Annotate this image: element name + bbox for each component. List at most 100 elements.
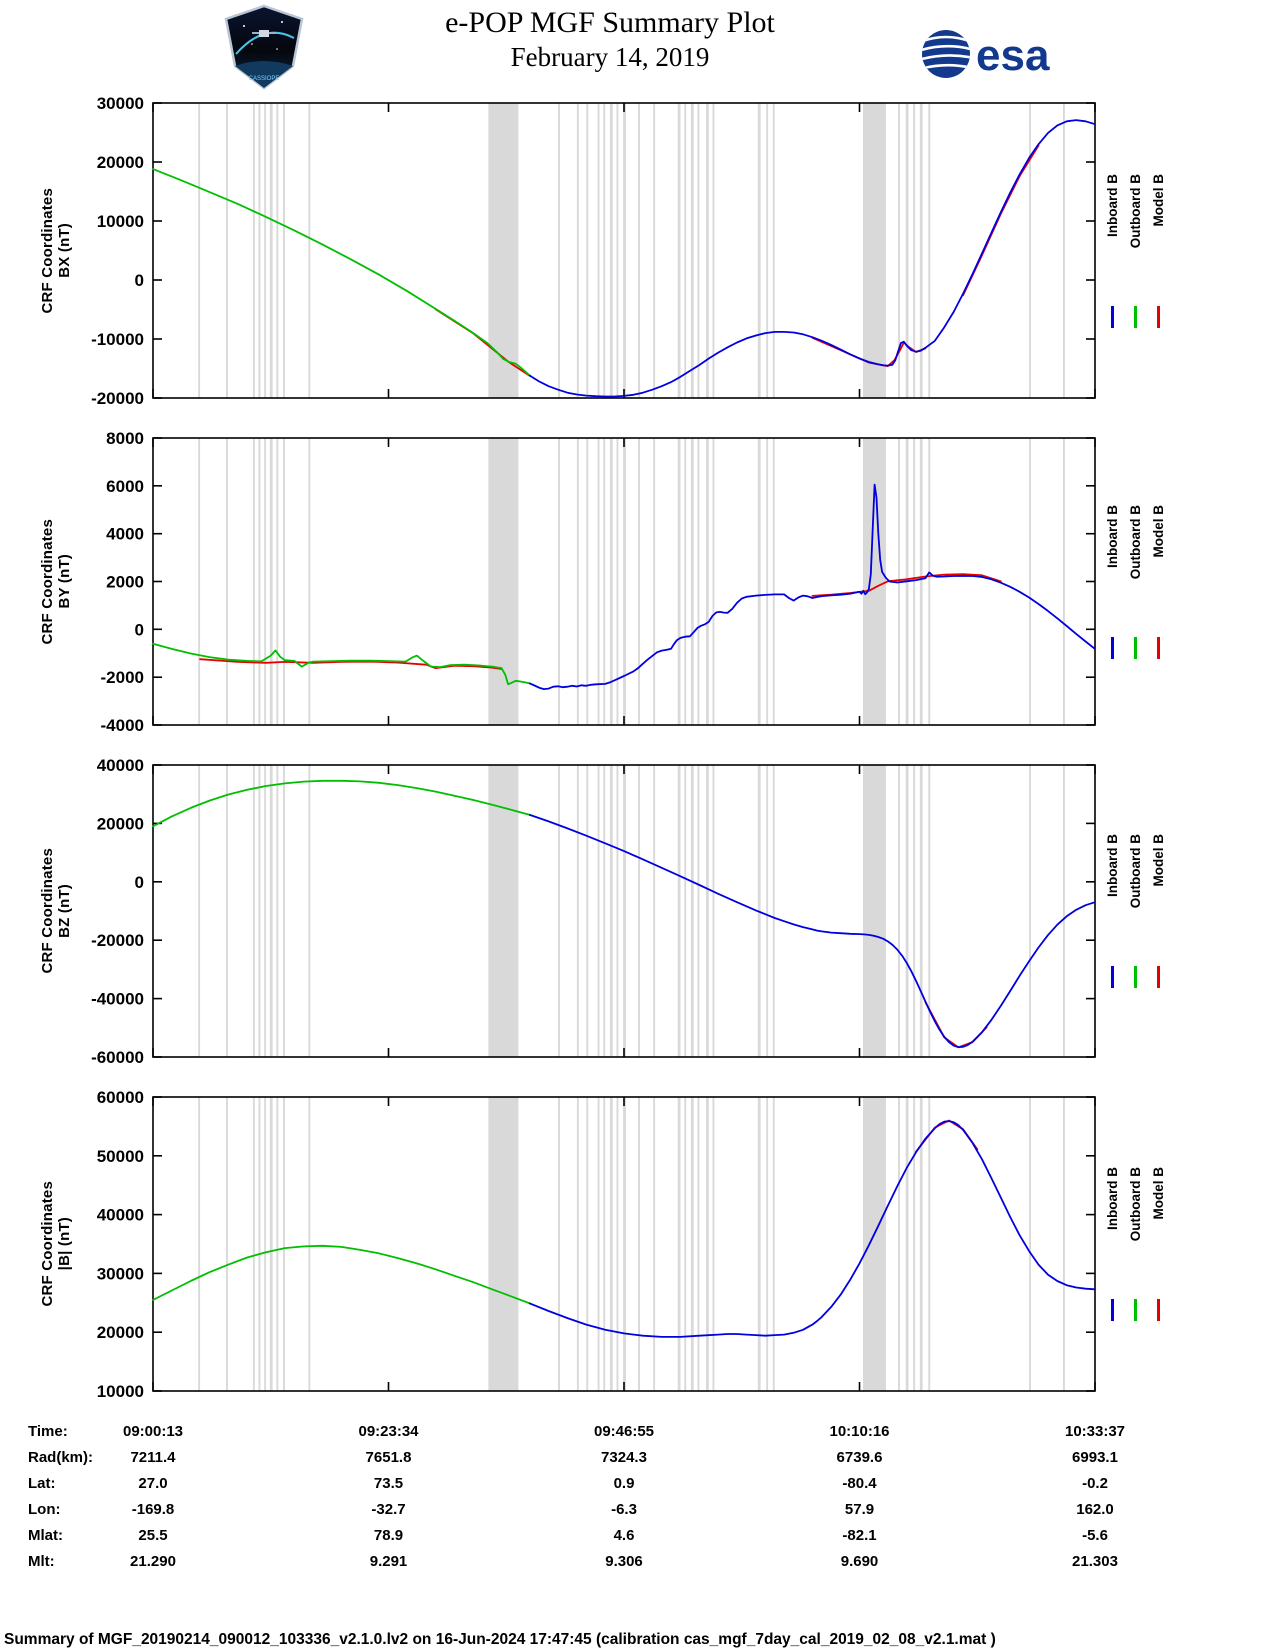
legend-item: Outboard B [1128, 505, 1143, 659]
xaxis-value: -82.1 [842, 1527, 877, 1544]
xaxis-value: 7324.3 [601, 1449, 647, 1466]
legend-item: Model B [1151, 834, 1166, 988]
xaxis-value: 09:23:34 [358, 1423, 419, 1440]
xaxis-row: Rad(km): 7211.4 7651.8 7324.3 6739.6 6993.1 [0, 1449, 1275, 1475]
xaxis-value: 6993.1 [1072, 1449, 1118, 1466]
bz-ylabel-component: BZ (nT) [56, 884, 73, 938]
legend-item: Model B [1151, 1167, 1166, 1321]
legend-marker-model [1157, 305, 1160, 328]
bmag-legend: Inboard B Outboard B Model B [1097, 1089, 1217, 1399]
by-legend: Inboard B Outboard B Model B [1097, 430, 1217, 733]
by-ylabel-coords: CRF Coordinates [39, 518, 56, 645]
svg-text:20000: 20000 [97, 153, 144, 172]
xaxis-value: -0.2 [1082, 1475, 1108, 1492]
legend-label: Inboard B [1105, 1167, 1120, 1230]
legend-label: Outboard B [1128, 834, 1143, 909]
bx-ylabel-coords: CRF Coordinates [39, 187, 56, 314]
xaxis-row: Mlt: 21.290 9.291 9.306 9.690 21.303 [0, 1553, 1275, 1579]
svg-text:50000: 50000 [97, 1147, 144, 1166]
bmag-ylabel-component: |B| (nT) [56, 1217, 73, 1271]
svg-text:6000: 6000 [106, 477, 144, 496]
legend-marker-model [1157, 636, 1160, 659]
patch-earth-limb [235, 61, 293, 88]
xaxis-value: -169.8 [131, 1501, 175, 1518]
legend-marker-inboard [1111, 966, 1114, 988]
xaxis-value: 78.9 [373, 1527, 404, 1544]
svg-text:10000: 10000 [97, 1382, 144, 1399]
xaxis-row-label: Rad(km): [28, 1449, 94, 1466]
svg-text:60000: 60000 [97, 1089, 144, 1107]
legend-marker-outboard [1134, 1299, 1137, 1321]
xaxis-value: 0.9 [613, 1475, 635, 1492]
svg-text:40000: 40000 [97, 1206, 144, 1225]
panel-by: CRF Coordinates BY (nT) 8000 6000 4000 2000… [25, 430, 1275, 733]
xaxis-value: 9.690 [840, 1553, 879, 1570]
svg-text:30000: 30000 [97, 95, 144, 113]
legend-items: Inboard B Outboard B Model B [1105, 834, 1166, 988]
legend-item: Outboard B [1128, 174, 1143, 328]
bmag-plot-area: 60000 50000 40000 30000 20000 10000 [97, 1089, 1096, 1399]
svg-text:-10000: -10000 [91, 330, 144, 349]
legend-items: Inboard B Outboard B Model B [1105, 1167, 1166, 1321]
svg-text:20000: 20000 [97, 1323, 144, 1342]
svg-text:-20000: -20000 [91, 389, 144, 406]
svg-text:0: 0 [135, 873, 144, 892]
xaxis-value: 9.291 [369, 1553, 408, 1570]
legend-label: Model B [1151, 173, 1166, 227]
legend-item: Inboard B [1105, 1167, 1120, 1321]
legend-label: Outboard B [1128, 173, 1143, 248]
xaxis-row-label: Time: [28, 1423, 68, 1440]
bz-legend: Inboard B Outboard B Model B [1097, 757, 1217, 1065]
patch-satellite [252, 30, 276, 37]
legend-label: Outboard B [1128, 504, 1143, 579]
panel-bz: CRF Coordinates BZ (nT) 40000 20000 0 -2000… [25, 757, 1275, 1065]
legend-marker-outboard [1134, 966, 1137, 988]
legend-item: Inboard B [1105, 834, 1120, 988]
footer-summary-line: Summary of MGF_20190214_090012_103336_v2… [4, 1631, 996, 1648]
legend-item: Inboard B [1105, 505, 1120, 659]
by-plot-area: 8000 6000 4000 2000 0 -2000 -4000 [101, 430, 1096, 733]
legend-marker-model [1157, 1299, 1160, 1321]
xaxis-value: 27.0 [138, 1475, 168, 1492]
xaxis-value: 09:46:55 [593, 1423, 655, 1440]
header: CASSIOPE e-POP MGF Summary Plot February… [0, 0, 1275, 95]
legend-marker-inboard [1111, 636, 1114, 659]
svg-text:8000: 8000 [106, 430, 144, 448]
xaxis-value: 73.5 [373, 1475, 404, 1492]
xaxis-row-label: Mlt: [28, 1553, 55, 1570]
legend-item: Inboard B [1105, 174, 1120, 328]
bx-y-axis-label: CRF Coordinates BX (nT) [25, 95, 87, 406]
panel-bmag: CRF Coordinates |B| (nT) 60000 50000 40000… [25, 1089, 1275, 1399]
svg-text:-40000: -40000 [91, 990, 144, 1009]
bx-plot-area: 30000 20000 10000 0 -10000 -20000 [91, 95, 1096, 406]
xaxis-value: 6739.6 [836, 1449, 883, 1466]
xaxis-value: 10:10:16 [829, 1423, 890, 1440]
bx-ylabel-component: BX (nT) [56, 223, 73, 278]
xaxis-value: 21.303 [1072, 1553, 1118, 1570]
bz-ylabel-coords: CRF Coordinates [39, 848, 56, 974]
xaxis-value: 09:00:13 [122, 1423, 184, 1440]
esa-wordmark: esa [976, 31, 1050, 80]
xaxis-value: 7651.8 [365, 1449, 412, 1466]
bmag-ylabel-coords: CRF Coordinates [39, 1181, 56, 1307]
panel-bx: CRF Coordinates BX (nT) 30000 20000 10000 0… [25, 95, 1275, 406]
xaxis-value: 21.290 [130, 1553, 176, 1570]
page-title: e-POP MGF Summary Plot [445, 6, 775, 39]
xaxis-row: Lon: -169.8 -32.7 -6.3 57.9 162.0 [0, 1501, 1275, 1527]
xaxis-value: -80.4 [842, 1475, 877, 1492]
xaxis-row-label: Lat: [28, 1475, 56, 1492]
title-block: e-POP MGF Summary Plot February 14, 2019 [0, 6, 1220, 73]
legend-marker-inboard [1111, 305, 1114, 328]
svg-text:20000: 20000 [97, 814, 144, 833]
svg-text:30000: 30000 [97, 1264, 144, 1283]
bz-y-axis-label: CRF Coordinates BZ (nT) [25, 757, 87, 1065]
xaxis-row: Lat: 27.0 73.5 0.9 -80.4 -0.2 [0, 1475, 1275, 1501]
svg-text:2000: 2000 [106, 573, 144, 592]
legend-label: Model B [1151, 834, 1166, 887]
legend-items: Inboard B Outboard B Model B [1105, 174, 1166, 328]
xaxis-value: -32.7 [371, 1501, 406, 1518]
svg-text:4000: 4000 [106, 525, 144, 544]
xaxis-value: 9.306 [605, 1553, 643, 1570]
xaxis-table: Time: 09:00:13 09:23:34 09:46:55 10:10:16 10:… [0, 1423, 1275, 1579]
page-subtitle-date: February 14, 2019 [510, 42, 710, 72]
